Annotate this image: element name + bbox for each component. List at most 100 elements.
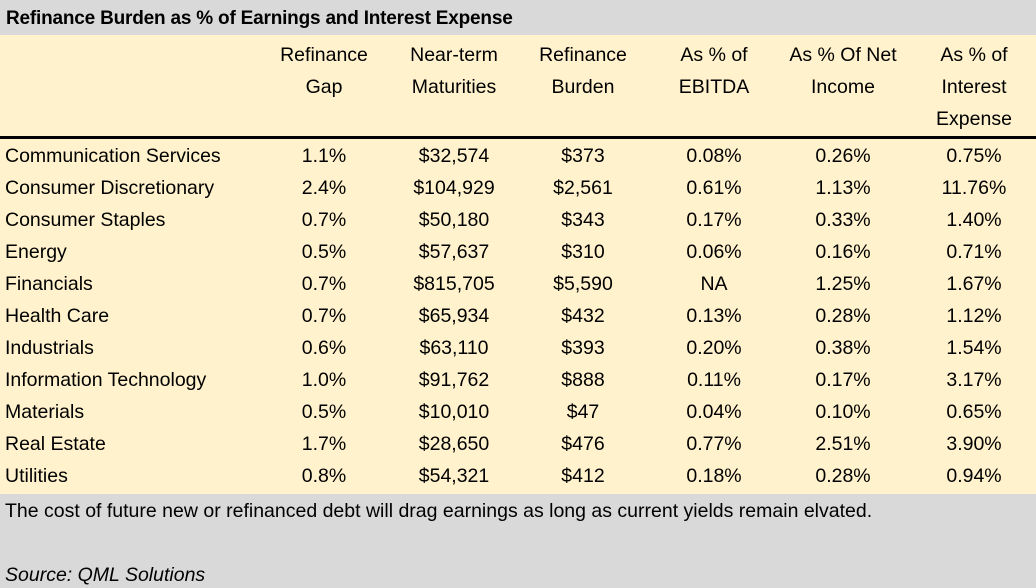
ebitda-value: 0.17%	[686, 209, 742, 231]
interest-value: 1.12%	[946, 305, 1002, 327]
sector-name: Information Technology	[5, 369, 207, 391]
interest-value: 11.76%	[941, 177, 1007, 199]
interest-value: 3.17%	[946, 369, 1002, 391]
net-income-value: 0.38%	[815, 337, 871, 359]
column-header-refinance-gap: Refinance Gap	[280, 44, 368, 98]
net-income-value: 0.16%	[815, 241, 871, 263]
maturities-value: $65,934	[418, 305, 490, 327]
maturities-value: $32,574	[418, 145, 490, 167]
ebitda-value: 0.20%	[686, 337, 742, 359]
column-header-interest-expense: As % of Interest Expense	[936, 44, 1012, 130]
maturities-value: $104,929	[413, 177, 495, 199]
refinance-gap-value: 0.5%	[301, 401, 347, 423]
refinance-gap-value: 0.6%	[301, 337, 347, 359]
ebitda-value: 0.18%	[686, 465, 742, 487]
ebitda-value: 0.06%	[686, 241, 742, 263]
maturities-value: $50,180	[418, 209, 490, 231]
table-row: Health Care 0.7% $65,934 $432 0.13% 0.28…	[0, 300, 1036, 332]
footnote: The cost of future new or refinanced deb…	[5, 500, 873, 522]
refinance-gap-value: 1.0%	[301, 369, 347, 391]
column-header-refinance-burden: Refinance Burden	[539, 44, 627, 98]
burden-value: $373	[561, 145, 605, 167]
interest-value: 0.65%	[946, 401, 1002, 423]
table-row: Consumer Discretionary 2.4% $104,929 $2,…	[0, 172, 1036, 204]
table-row: Industrials 0.6% $63,110 $393 0.20% 0.38…	[0, 332, 1036, 364]
table-row: Information Technology 1.0% $91,762 $888…	[0, 364, 1036, 396]
sector-name: Consumer Staples	[5, 209, 166, 231]
burden-value: $888	[561, 369, 605, 391]
interest-value: 1.40%	[946, 209, 1002, 231]
table-row: Financials 0.7% $815,705 $5,590 NA 1.25%…	[0, 268, 1036, 300]
interest-value: 0.71%	[946, 241, 1002, 263]
net-income-value: 0.28%	[815, 465, 871, 487]
net-income-value: 0.17%	[815, 369, 871, 391]
refinance-gap-value: 0.7%	[301, 273, 347, 295]
net-income-value: 0.28%	[815, 305, 871, 327]
ebitda-value: 0.61%	[686, 177, 742, 199]
interest-value: 0.94%	[946, 465, 1002, 487]
sector-name: Materials	[5, 401, 85, 423]
net-income-value: 0.26%	[815, 145, 871, 167]
refinance-gap-value: 0.7%	[301, 209, 347, 231]
source-credit: Source: QML Solutions	[5, 564, 206, 586]
table-row: Energy 0.5% $57,637 $310 0.06% 0.16% 0.7…	[0, 236, 1036, 268]
net-income-value: 1.25%	[815, 273, 871, 295]
sector-name: Communication Services	[5, 145, 221, 167]
header-divider	[0, 136, 1036, 139]
table-row: Materials 0.5% $10,010 $47 0.04% 0.10% 0…	[0, 396, 1036, 428]
ebitda-value: 0.11%	[687, 369, 741, 391]
sector-name: Financials	[5, 273, 93, 295]
burden-value: $393	[561, 337, 605, 359]
footer-area	[0, 494, 1036, 588]
net-income-value: 2.51%	[815, 433, 871, 455]
burden-value: $47	[566, 401, 600, 423]
refinance-gap-value: 0.5%	[301, 241, 347, 263]
burden-value: $412	[561, 465, 605, 487]
net-income-value: 0.33%	[815, 209, 871, 231]
burden-value: $432	[561, 305, 605, 327]
burden-value: $343	[561, 209, 605, 231]
column-header-near-term-maturities: Near-term Maturities	[410, 44, 498, 98]
sector-name: Real Estate	[5, 433, 106, 455]
net-income-value: 0.10%	[815, 401, 871, 423]
maturities-value: $28,650	[418, 433, 490, 455]
refinance-gap-value: 2.4%	[301, 177, 347, 199]
burden-value: $5,590	[553, 273, 613, 295]
interest-value: 0.75%	[946, 145, 1002, 167]
table-title: Refinance Burden as % of Earnings and In…	[6, 8, 513, 29]
burden-value: $476	[561, 433, 605, 455]
maturities-value: $63,110	[419, 337, 489, 359]
burden-value: $310	[561, 241, 605, 263]
refinance-gap-value: 1.1%	[301, 145, 347, 167]
interest-value: 3.90%	[946, 433, 1002, 455]
maturities-value: $91,762	[418, 369, 490, 391]
refinance-gap-value: 0.8%	[301, 465, 347, 487]
title-bar	[0, 0, 1036, 35]
refinance-gap-value: 0.7%	[301, 305, 347, 327]
net-income-value: 1.13%	[815, 177, 871, 199]
interest-value: 1.54%	[946, 337, 1002, 359]
refinance-gap-value: 1.7%	[301, 433, 347, 455]
maturities-value: $815,705	[413, 273, 495, 295]
table-row: Real Estate 1.7% $28,650 $476 0.77% 2.51…	[0, 428, 1036, 460]
sector-name: Utilities	[5, 465, 68, 487]
maturities-value: $57,637	[418, 241, 490, 263]
column-header-net-income: As % Of Net Income	[789, 44, 897, 98]
ebitda-value: 0.04%	[686, 401, 742, 423]
interest-value: 1.67%	[946, 273, 1002, 295]
column-header-ebitda: As % of EBITDA	[678, 44, 750, 98]
table-row: Utilities 0.8% $54,321 $412 0.18% 0.28% …	[0, 460, 1036, 492]
table-row: Consumer Staples 0.7% $50,180 $343 0.17%…	[0, 204, 1036, 236]
sector-name: Energy	[5, 241, 67, 263]
sector-name: Health Care	[5, 305, 110, 327]
sector-name: Industrials	[5, 337, 94, 359]
ebitda-value: 0.77%	[686, 433, 742, 455]
ebitda-value: 0.13%	[686, 305, 742, 327]
ebitda-value: 0.08%	[686, 145, 742, 167]
sector-name: Consumer Discretionary	[5, 177, 215, 199]
ebitda-value: NA	[700, 273, 728, 295]
maturities-value: $54,321	[418, 465, 490, 487]
table-body-area	[0, 35, 1036, 494]
burden-value: $2,561	[553, 177, 613, 199]
maturities-value: $10,010	[418, 401, 490, 423]
